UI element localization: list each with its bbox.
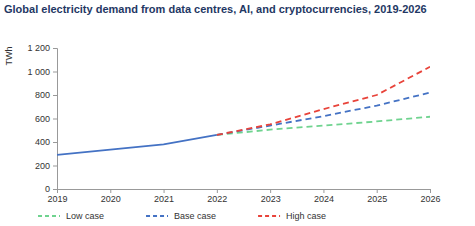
x-tick: 2026 <box>420 189 440 204</box>
y-tick: 800 <box>35 90 57 100</box>
series-line <box>57 135 217 155</box>
y-tick-label: 1 000 <box>27 67 50 77</box>
y-tick-label: 600 <box>35 114 50 124</box>
y-tick: 600 <box>35 114 57 124</box>
y-tick-mark <box>53 142 57 143</box>
legend-swatch <box>146 215 168 217</box>
legend-swatch <box>38 215 60 217</box>
legend-item: Low case <box>38 211 104 221</box>
legend-label: High case <box>286 211 326 221</box>
y-tick: 1 000 <box>27 67 57 77</box>
x-tick: 2023 <box>261 189 281 204</box>
x-tick-label: 2025 <box>367 194 387 204</box>
x-axis: 2019 2020 2021 2022 2023 2024 2025 2026 <box>47 189 440 204</box>
y-tick: 200 <box>35 161 57 171</box>
legend: Low case Base case High case <box>38 211 326 221</box>
y-tick-label: 200 <box>35 161 50 171</box>
x-tick-mark <box>270 189 271 193</box>
y-axis: 0 200 400 600 800 1 000 1 200 <box>27 43 57 194</box>
y-tick: 0 <box>45 184 57 194</box>
x-tick-label: 2023 <box>261 194 281 204</box>
y-tick-label: 800 <box>35 90 50 100</box>
x-tick: 2019 <box>47 189 67 204</box>
y-axis-title: TWh <box>4 47 14 66</box>
series-line <box>217 67 430 135</box>
x-tick-mark <box>110 189 111 193</box>
y-axis-line <box>53 49 58 190</box>
x-tick-mark <box>217 189 218 193</box>
x-tick: 2022 <box>207 189 227 204</box>
x-tick-label: 2026 <box>420 194 440 204</box>
x-tick: 2024 <box>314 189 334 204</box>
y-tick-label: 400 <box>35 137 50 147</box>
x-tick: 2021 <box>154 189 174 204</box>
title: Global electricity demand from data cent… <box>4 3 427 15</box>
x-tick: 2025 <box>367 189 387 204</box>
x-tick-mark <box>377 189 378 193</box>
x-tick-mark <box>164 189 165 193</box>
y-tick-mark <box>53 189 57 190</box>
chart: Global electricity demand from data cent… <box>0 0 475 226</box>
y-tick-mark <box>53 166 57 167</box>
legend-swatch <box>258 215 280 217</box>
legend-item: High case <box>258 211 326 221</box>
legend-label: Low case <box>66 211 104 221</box>
x-tick-mark <box>430 189 431 193</box>
x-tick-label: 2024 <box>314 194 334 204</box>
x-tick-label: 2022 <box>207 194 227 204</box>
y-tick-label: 0 <box>45 184 50 194</box>
y-tick-mark <box>53 119 57 120</box>
x-tick: 2020 <box>101 189 121 204</box>
x-tick-label: 2020 <box>101 194 121 204</box>
y-tick-mark <box>53 72 57 73</box>
plot-area <box>57 67 430 155</box>
y-tick: 1 200 <box>27 43 57 53</box>
x-tick-mark <box>323 189 324 193</box>
y-tick-mark <box>53 48 57 49</box>
x-tick-label: 2021 <box>154 194 174 204</box>
x-tick-mark <box>57 189 58 193</box>
series-line <box>217 117 430 135</box>
legend-label: Base case <box>174 211 216 221</box>
x-axis-line <box>58 190 431 194</box>
legend-item: Base case <box>146 211 216 221</box>
y-tick-label: 1 200 <box>27 43 50 53</box>
y-tick-mark <box>53 95 57 96</box>
x-tick-label: 2019 <box>47 194 67 204</box>
y-tick: 400 <box>35 137 57 147</box>
